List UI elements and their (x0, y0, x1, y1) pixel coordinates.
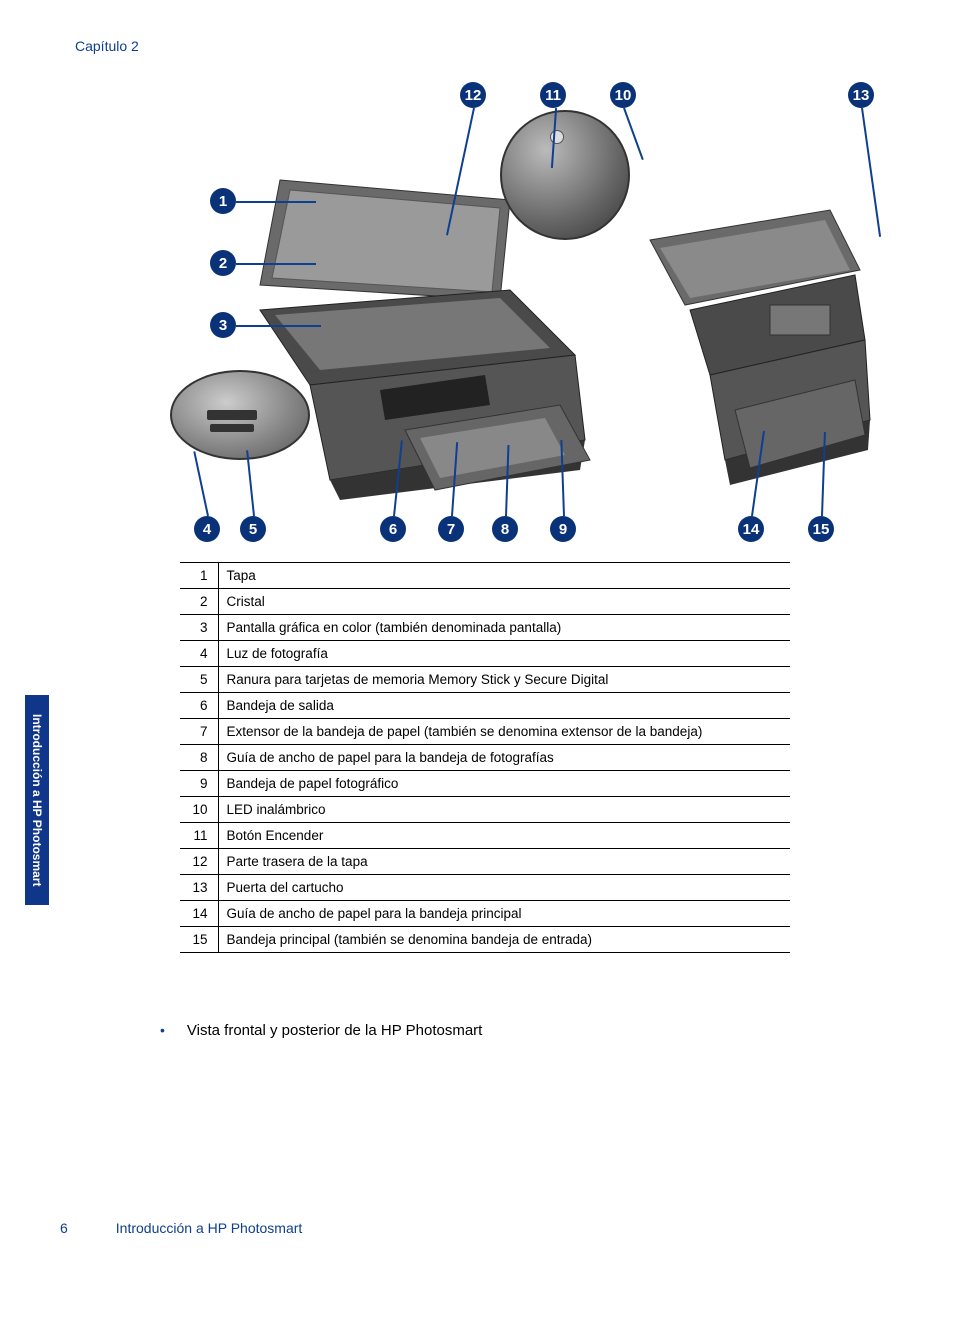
part-label-cell: Extensor de la bandeja de papel (también… (218, 719, 790, 745)
parts-table: 1Tapa2Cristal3Pantalla gráfica en color … (180, 562, 790, 953)
part-number-cell: 3 (180, 615, 218, 641)
callout-number: 12 (460, 82, 486, 108)
callout-number: 15 (808, 516, 834, 542)
callout-number: 8 (492, 516, 518, 542)
bullet-text: Vista frontal y posterior de la HP Photo… (187, 1022, 482, 1039)
part-number-cell: 1 (180, 563, 218, 589)
table-row: 1Tapa (180, 563, 790, 589)
part-number-cell: 13 (180, 875, 218, 901)
detail-inset-top (500, 110, 630, 240)
table-row: 11Botón Encender (180, 823, 790, 849)
callout-number: 9 (550, 516, 576, 542)
part-label-cell: Cristal (218, 589, 790, 615)
table-row: 3Pantalla gráfica en color (también deno… (180, 615, 790, 641)
chapter-header: Capítulo 2 (75, 38, 139, 54)
part-label-cell: Parte trasera de la tapa (218, 849, 790, 875)
side-tab: Introducción a HP Photosmart (25, 695, 49, 905)
table-row: 8Guía de ancho de papel para la bandeja … (180, 745, 790, 771)
footer-title: Introducción a HP Photosmart (116, 1220, 303, 1236)
callout-number: 5 (240, 516, 266, 542)
printer-right-illustration (630, 200, 880, 500)
part-number-cell: 4 (180, 641, 218, 667)
table-row: 12Parte trasera de la tapa (180, 849, 790, 875)
part-label-cell: Botón Encender (218, 823, 790, 849)
bullet-item: • Vista frontal y posterior de la HP Pho… (160, 1022, 482, 1039)
part-label-cell: Tapa (218, 563, 790, 589)
part-number-cell: 10 (180, 797, 218, 823)
part-label-cell: Pantalla gráfica en color (también denom… (218, 615, 790, 641)
table-row: 13Puerta del cartucho (180, 875, 790, 901)
part-label-cell: LED inalámbrico (218, 797, 790, 823)
part-label-cell: Guía de ancho de papel para la bandeja p… (218, 901, 790, 927)
bullet-dot-icon: • (160, 1022, 165, 1038)
callout-number: 2 (210, 250, 236, 276)
part-label-cell: Bandeja principal (también se denomina b… (218, 927, 790, 953)
table-row: 15Bandeja principal (también se denomina… (180, 927, 790, 953)
table-row: 2Cristal (180, 589, 790, 615)
part-number-cell: 6 (180, 693, 218, 719)
part-number-cell: 8 (180, 745, 218, 771)
part-number-cell: 12 (180, 849, 218, 875)
part-label-cell: Puerta del cartucho (218, 875, 790, 901)
detail-inset-cardslot (170, 370, 310, 460)
part-number-cell: 15 (180, 927, 218, 953)
part-number-cell: 2 (180, 589, 218, 615)
table-row: 7Extensor de la bandeja de papel (tambié… (180, 719, 790, 745)
side-tab-label: Introducción a HP Photosmart (30, 714, 44, 886)
callout-number: 14 (738, 516, 764, 542)
part-number-cell: 14 (180, 901, 218, 927)
callout-number: 3 (210, 312, 236, 338)
printer-diagram: 121110131234567891415 (180, 80, 880, 550)
table-row: 6Bandeja de salida (180, 693, 790, 719)
table-row: 5Ranura para tarjetas de memoria Memory … (180, 667, 790, 693)
callout-number: 7 (438, 516, 464, 542)
part-label-cell: Guía de ancho de papel para la bandeja d… (218, 745, 790, 771)
table-row: 14Guía de ancho de papel para la bandeja… (180, 901, 790, 927)
part-number-cell: 5 (180, 667, 218, 693)
callout-number: 4 (194, 516, 220, 542)
table-row: 4Luz de fotografía (180, 641, 790, 667)
page-number: 6 (60, 1220, 68, 1236)
part-label-cell: Ranura para tarjetas de memoria Memory S… (218, 667, 790, 693)
callout-number: 10 (610, 82, 636, 108)
table-row: 9Bandeja de papel fotográfico (180, 771, 790, 797)
table-row: 10LED inalámbrico (180, 797, 790, 823)
callout-number: 1 (210, 188, 236, 214)
callout-number: 13 (848, 82, 874, 108)
part-label-cell: Bandeja de salida (218, 693, 790, 719)
page-footer: 6 Introducción a HP Photosmart (60, 1220, 302, 1236)
part-label-cell: Bandeja de papel fotográfico (218, 771, 790, 797)
callout-number: 6 (380, 516, 406, 542)
callout-number: 11 (540, 82, 566, 108)
part-number-cell: 9 (180, 771, 218, 797)
part-number-cell: 7 (180, 719, 218, 745)
part-label-cell: Luz de fotografía (218, 641, 790, 667)
part-number-cell: 11 (180, 823, 218, 849)
